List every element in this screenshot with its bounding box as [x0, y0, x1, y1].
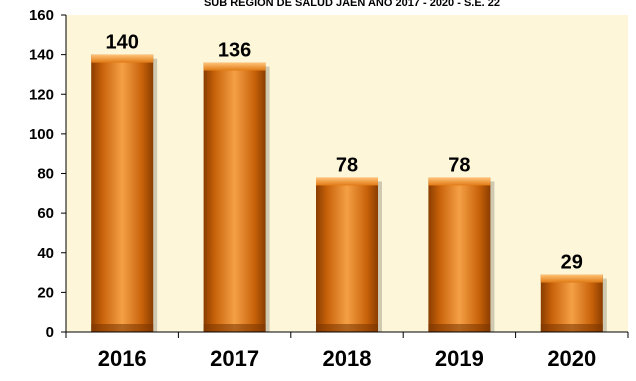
y-tick-label: 40	[37, 245, 54, 262]
y-tick-label: 120	[29, 86, 54, 103]
bar-base	[540, 324, 603, 332]
y-tick-label: 0	[46, 324, 54, 341]
bar-cap	[91, 54, 154, 63]
x-tick-label-2016: 2016	[98, 346, 147, 371]
data-label-2019: 78	[448, 154, 470, 176]
chart-title: SUB REGION DE SALUD JAEN AÑO 2017 - 2020…	[204, 0, 500, 9]
bar-2016	[91, 54, 158, 332]
bar-2018	[316, 177, 382, 332]
data-labels-layer: 140 136 78 78 29	[106, 32, 583, 274]
bar-base	[203, 324, 266, 332]
data-label-2020: 29	[561, 252, 583, 274]
y-tick-label: 60	[37, 205, 54, 222]
bars-layer	[91, 54, 607, 333]
bar-base	[428, 324, 491, 332]
bar-body	[203, 62, 266, 333]
bar-body	[91, 54, 154, 332]
y-tick-label: 140	[29, 47, 54, 64]
data-label-2017: 136	[218, 40, 251, 62]
data-label-2018: 78	[336, 154, 358, 176]
y-tick-label: 160	[29, 7, 54, 24]
bar-body	[316, 177, 378, 332]
y-tick-label: 100	[29, 126, 54, 143]
x-tick-label-2019: 2019	[435, 346, 484, 371]
bar-cap	[540, 274, 603, 283]
y-axis-ticks: 0 20 40 60 80 100 120 140 160	[29, 7, 66, 341]
bar-2019	[428, 177, 495, 332]
y-tick-label: 20	[37, 284, 54, 301]
bar-base	[316, 324, 378, 332]
bar-2020	[540, 274, 607, 332]
data-label-2016: 140	[106, 32, 139, 54]
bar-base	[91, 324, 154, 332]
x-tick-label-2018: 2018	[323, 346, 372, 371]
bar-2017	[203, 62, 270, 333]
bar-body	[428, 177, 491, 332]
bar-cap	[203, 62, 266, 71]
x-tick-label-2017: 2017	[210, 346, 259, 371]
y-tick-label: 80	[37, 166, 54, 183]
bar-cap	[316, 177, 378, 186]
x-tick-label-2020: 2020	[547, 346, 596, 371]
bar-cap	[428, 177, 491, 186]
x-axis-ticks: 2016 2017 2018 2019 2020	[65, 332, 629, 371]
bar-body	[540, 274, 603, 332]
